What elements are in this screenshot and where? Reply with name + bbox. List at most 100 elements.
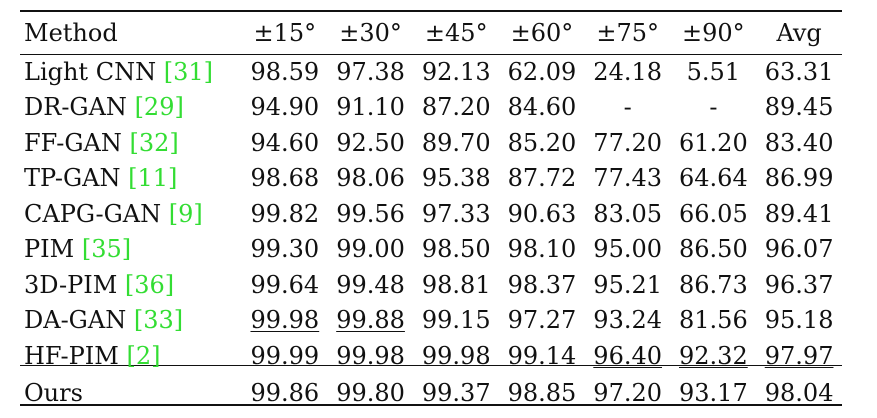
value-cell: 98.06 xyxy=(336,164,405,193)
column-header-90: ±90° xyxy=(682,19,745,47)
value-cell: 89.70 xyxy=(421,128,491,157)
value-cell: 83.05 xyxy=(593,199,663,228)
value-cell: 99.98 xyxy=(336,341,405,370)
method-name: 3D-PIM xyxy=(24,270,125,299)
citation-link[interactable]: [32] xyxy=(129,128,179,157)
value-cell: 86.50 xyxy=(679,235,748,264)
value-cell: 99.82 xyxy=(250,199,320,228)
column-header-method: Method xyxy=(24,19,118,47)
value-cell: 94.90 xyxy=(250,93,320,122)
value-cell: 95.38 xyxy=(421,164,491,193)
value-cell: 90.63 xyxy=(507,199,577,228)
method-cell: Light CNN [31] xyxy=(20,54,242,90)
column-header-45: ±45° xyxy=(424,19,488,47)
citation-link[interactable]: [2] xyxy=(126,341,161,370)
method-cell: TP-GAN [11] xyxy=(20,161,242,197)
value-cell: 87.20 xyxy=(421,93,491,122)
citation-link[interactable]: [31] xyxy=(163,57,213,86)
method-name: TP-GAN xyxy=(24,164,129,193)
citation-link[interactable]: [36] xyxy=(124,270,175,299)
method-cell: 3D-PIM [36] xyxy=(20,267,242,303)
table-row: FF-GAN [32] 94.60 92.50 89.70 85.20 77.2… xyxy=(20,125,842,161)
value-cell: 62.09 xyxy=(507,57,577,86)
value-cell: 96.07 xyxy=(764,235,834,264)
value-cell: 97.33 xyxy=(421,199,491,228)
value-cell: 61.20 xyxy=(679,128,748,157)
value-cell: 98.59 xyxy=(250,57,320,86)
value-cell: 99.99 xyxy=(250,341,320,370)
value-cell: 98.10 xyxy=(507,235,577,264)
method-cell: DR-GAN [29] xyxy=(20,90,242,126)
value-cell: 97.38 xyxy=(336,57,405,86)
table-row: HF-PIM [2] 99.99 99.98 99.98 99.14 96.40… xyxy=(20,338,842,374)
method-name: DR-GAN xyxy=(24,93,135,122)
method-name: PIM xyxy=(24,235,82,264)
table-row: TP-GAN [11] 98.68 98.06 95.38 87.72 77.4… xyxy=(20,161,842,197)
value-cell: 99.00 xyxy=(336,235,405,264)
citation-link[interactable]: [9] xyxy=(168,199,203,228)
value-cell: 99.80 xyxy=(336,379,405,407)
value-cell: - xyxy=(709,93,718,122)
method-name: DA-GAN xyxy=(24,306,134,335)
value-cell: 99.98 xyxy=(421,341,491,370)
value-cell: 93.17 xyxy=(679,379,748,407)
value-cell: 92.32 xyxy=(679,341,748,370)
method-cell: Ours xyxy=(20,374,242,413)
value-cell: 97.20 xyxy=(593,379,663,407)
citation-link[interactable]: [11] xyxy=(128,164,178,193)
method-name: HF-PIM xyxy=(24,341,127,370)
table-top-rule xyxy=(20,10,842,12)
column-header-30: ±30° xyxy=(339,19,402,47)
citation-link[interactable]: [33] xyxy=(133,306,184,335)
value-cell: 85.20 xyxy=(507,128,577,157)
value-cell: 98.50 xyxy=(421,235,491,264)
value-cell: 86.99 xyxy=(764,164,834,193)
value-cell: 96.40 xyxy=(593,341,663,370)
value-cell: 93.24 xyxy=(593,306,663,335)
value-cell: 99.88 xyxy=(336,306,405,335)
value-cell: 89.41 xyxy=(764,199,834,228)
citation-link[interactable]: [35] xyxy=(81,235,132,264)
value-cell: 95.00 xyxy=(593,235,663,264)
value-cell: 96.37 xyxy=(764,270,834,299)
table-row: PIM [35] 99.30 99.00 98.50 98.10 95.00 8… xyxy=(20,232,842,268)
value-cell: 99.56 xyxy=(336,199,405,228)
value-cell: 84.60 xyxy=(507,93,577,122)
column-header-15: ±15° xyxy=(253,19,317,47)
results-table: Method ±15° ±30° ±45° ±60° ±75° ±90° Avg… xyxy=(20,12,842,413)
method-cell: CAPG-GAN [9] xyxy=(20,196,242,232)
value-cell: 95.21 xyxy=(593,270,663,299)
citation-link[interactable]: [29] xyxy=(134,93,184,122)
value-cell: 99.86 xyxy=(250,379,320,407)
value-cell: 77.43 xyxy=(593,164,663,193)
table-row: DR-GAN [29] 94.90 91.10 87.20 84.60 - - … xyxy=(20,90,842,126)
value-cell: 99.37 xyxy=(421,379,491,407)
value-cell: 99.30 xyxy=(250,235,320,264)
value-cell: 83.40 xyxy=(764,128,834,157)
value-cell: 97.97 xyxy=(764,341,834,370)
value-cell: 87.72 xyxy=(507,164,577,193)
value-cell: - xyxy=(623,93,632,122)
value-cell: 63.31 xyxy=(764,57,834,86)
value-cell: 24.18 xyxy=(593,57,663,86)
table-row-ours: Ours 99.86 99.80 99.37 98.85 97.20 93.17… xyxy=(20,374,842,413)
value-cell: 86.73 xyxy=(679,270,748,299)
value-cell: 98.68 xyxy=(250,164,320,193)
column-header-75: ±75° xyxy=(596,19,659,47)
method-cell: PIM [35] xyxy=(20,232,242,268)
value-cell: 92.13 xyxy=(421,57,491,86)
value-cell: 92.50 xyxy=(336,128,405,157)
value-cell: 98.04 xyxy=(764,379,834,407)
value-cell: 99.15 xyxy=(421,306,491,335)
value-cell: 89.45 xyxy=(764,93,834,122)
column-header-60: ±60° xyxy=(510,19,574,47)
value-cell: 66.05 xyxy=(679,199,748,228)
method-cell: DA-GAN [33] xyxy=(20,303,242,339)
value-cell: 77.20 xyxy=(593,128,663,157)
value-cell: 98.37 xyxy=(507,270,577,299)
value-cell: 98.85 xyxy=(507,379,577,407)
method-cell: FF-GAN [32] xyxy=(20,125,242,161)
value-cell: 99.64 xyxy=(250,270,320,299)
value-cell: 5.51 xyxy=(686,57,741,86)
value-cell: 99.48 xyxy=(336,270,405,299)
